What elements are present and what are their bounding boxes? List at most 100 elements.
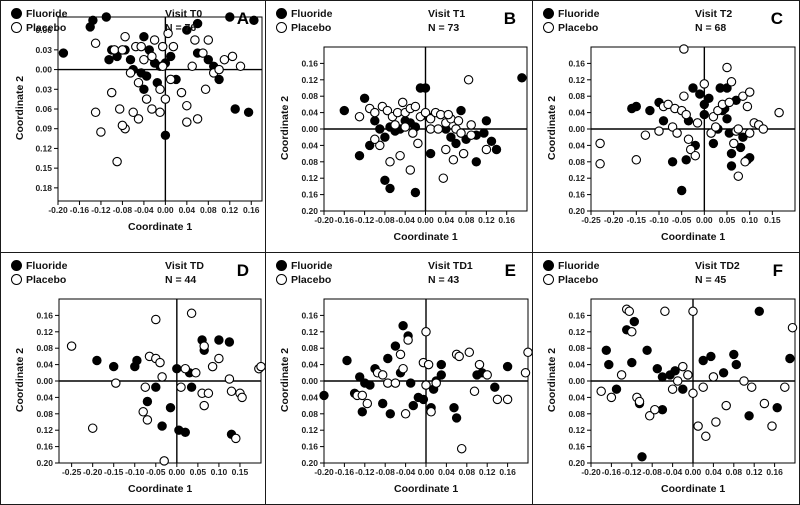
placebo-point bbox=[203, 388, 214, 399]
y-tick-label: 0.16 bbox=[568, 58, 585, 68]
placebo-point bbox=[136, 41, 146, 52]
sample-size: N = 43 bbox=[428, 274, 460, 286]
y-tick-label: 0.16 bbox=[568, 442, 585, 452]
placebo-point bbox=[678, 361, 688, 372]
y-tick-label: 0.03 bbox=[35, 84, 52, 94]
fluoride-point bbox=[88, 15, 98, 25]
placebo-point bbox=[679, 44, 689, 54]
x-tick-label: -0.08 bbox=[643, 467, 663, 477]
x-tick-label: 0.00 bbox=[417, 215, 434, 225]
placebo-point bbox=[631, 155, 642, 165]
placebo-point bbox=[469, 386, 480, 397]
x-axis-label: Coordinate 1 bbox=[394, 483, 459, 495]
fluoride-point bbox=[125, 55, 136, 65]
y-tick-label: 0.16 bbox=[301, 442, 318, 452]
x-tick-label: 0.12 bbox=[222, 205, 239, 215]
fluoride-point bbox=[436, 370, 447, 380]
placebo-point bbox=[186, 308, 197, 319]
placebo-point bbox=[192, 114, 203, 124]
x-tick-label: 0.08 bbox=[459, 467, 476, 477]
y-tick-label: 0.04 bbox=[301, 108, 318, 118]
y-tick-label: 0.04 bbox=[568, 140, 585, 150]
x-axis-label: Coordinate 1 bbox=[393, 231, 458, 243]
placebo-point bbox=[199, 400, 209, 411]
y-tick-label: 0.04 bbox=[301, 392, 318, 402]
placebo-point bbox=[672, 128, 682, 138]
legend-item-placebo: Placebo bbox=[276, 21, 332, 35]
fluoride-point bbox=[681, 155, 691, 165]
fluoride-point bbox=[385, 409, 396, 419]
x-tick-label: -0.12 bbox=[622, 467, 642, 477]
y-tick-label: 0.20 bbox=[36, 458, 53, 468]
x-tick-label: 0.12 bbox=[478, 215, 495, 225]
fluoride-point bbox=[490, 382, 500, 392]
placebo-point bbox=[354, 111, 365, 122]
y-tick-label: 0.04 bbox=[301, 140, 318, 150]
y-tick-label: 0.12 bbox=[36, 327, 53, 337]
x-tick-label: -0.04 bbox=[134, 205, 154, 215]
placebo-point bbox=[403, 335, 413, 345]
placebo-point bbox=[114, 104, 125, 114]
placebo-point bbox=[458, 148, 469, 159]
fluoride-point bbox=[203, 55, 214, 65]
placebo-point bbox=[698, 382, 708, 392]
placebo-point bbox=[375, 140, 385, 151]
y-tick-label: 0.12 bbox=[35, 143, 52, 153]
open-circle-icon bbox=[276, 22, 287, 33]
legend-label-placebo: Placebo bbox=[558, 22, 599, 34]
scatter-plot: -0.20 -0.16 -0.12 -0.08 -0.04 0.00 0.04 0.08 0.1… bbox=[568, 298, 798, 477]
placebo-point bbox=[198, 48, 208, 58]
y-tick-label: 0.08 bbox=[301, 409, 318, 419]
legend-item-placebo: Placebo bbox=[11, 21, 67, 35]
placebo-point bbox=[443, 109, 454, 120]
x-tick-label: -0.08 bbox=[113, 205, 133, 215]
fluoride-point bbox=[375, 124, 385, 134]
placebo-point bbox=[155, 84, 165, 95]
sample-size: N = 73 bbox=[428, 22, 460, 34]
legend-label-fluoride: Fluoride bbox=[558, 8, 600, 20]
fluoride-point bbox=[355, 372, 365, 382]
placebo-point bbox=[420, 107, 431, 118]
open-circle-icon bbox=[11, 22, 22, 33]
placebo-point bbox=[640, 130, 651, 140]
y-tick-label: 0.06 bbox=[35, 25, 52, 35]
placebo-point bbox=[106, 87, 117, 98]
placebo-point bbox=[149, 35, 160, 45]
placebo-point bbox=[739, 376, 749, 386]
placebo-point bbox=[627, 327, 637, 337]
scatter-plot: -0.25 -0.20 -0.15 -0.10 -0.05 0.00 0.05 0.10 0.1… bbox=[568, 44, 796, 225]
y-tick-label: 0.16 bbox=[301, 58, 318, 68]
placebo-point bbox=[165, 74, 176, 85]
placebo-point bbox=[463, 75, 474, 85]
placebo-point bbox=[683, 134, 694, 145]
fluoride-point bbox=[631, 101, 642, 112]
y-tick-label: 0.00 bbox=[568, 376, 585, 386]
x-tick-label: 0.12 bbox=[746, 467, 763, 477]
x-tick-label: -0.20 bbox=[48, 205, 68, 215]
y-tick-label: 0.12 bbox=[36, 425, 53, 435]
placebo-point bbox=[200, 84, 211, 95]
legend: Fluoride Placebo bbox=[543, 7, 599, 35]
fluoride-point bbox=[342, 355, 352, 366]
placebo-point bbox=[182, 117, 192, 127]
placebo-point bbox=[142, 415, 153, 425]
placebo-point bbox=[660, 306, 670, 317]
placebo-point bbox=[370, 134, 380, 145]
y-tick-label: 0.16 bbox=[301, 310, 318, 320]
y-tick-label: 0.20 bbox=[301, 458, 318, 468]
fluoride-point bbox=[436, 359, 447, 370]
placebo-point bbox=[624, 306, 635, 317]
legend: Fluoride Placebo bbox=[11, 7, 67, 35]
y-tick-label: 0.00 bbox=[36, 376, 53, 386]
visit-info: Visit TD2 N = 45 bbox=[695, 259, 740, 287]
x-tick-label: 0.16 bbox=[766, 467, 783, 477]
fluoride-point bbox=[390, 341, 401, 351]
legend-item-placebo: Placebo bbox=[543, 21, 599, 35]
fluoride-point bbox=[772, 403, 782, 413]
x-tick-label: 0.00 bbox=[685, 467, 702, 477]
y-tick-label: 0.08 bbox=[36, 409, 53, 419]
placebo-point bbox=[133, 114, 144, 124]
fluoride-point bbox=[481, 116, 492, 126]
placebo-point bbox=[441, 144, 451, 155]
